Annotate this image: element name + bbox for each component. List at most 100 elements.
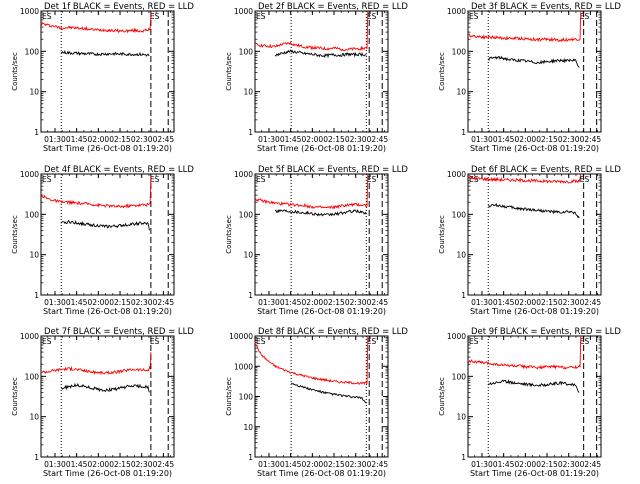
x-axis-label: Start Time (26-Oct-08 01:19:20) [43,469,172,478]
plot-frame [40,335,175,458]
y-tick-label: 1 [34,291,39,300]
x-tick-label: 01:45 [280,135,302,144]
y-tick-label: 10 [243,423,253,432]
y-tick-label: 1 [34,128,39,137]
x-tick-label: 02:45 [153,135,175,144]
x-tick-label: 02:45 [367,298,389,307]
x-tick-label: 02:00 [88,135,110,144]
series-line-lld [40,175,152,209]
x-tick-label: 01:45 [280,460,302,469]
chart-title: Det 8f BLACK = Events, RED = LLD [258,327,408,337]
x-tick-label: 02:45 [367,460,389,469]
y-tick-label: 10 [456,251,466,260]
chart-panel-9: Det 9f BLACK = Events, RED = LLD 1 10 100 10… [438,327,621,478]
x-tick-label: 02:30 [558,298,580,307]
y-tick-label: 10000 [229,332,253,341]
y-axis-label: Counts/sec [11,215,19,254]
x-tick-label: 02:15 [536,135,558,144]
plot-frame [40,10,175,133]
y-tick-label: 1000 [447,7,466,16]
x-tick-label: 01:45 [66,298,88,307]
x-axis-label: Start Time (26-Oct-08 01:19:20) [257,307,386,316]
y-tick-label: 1000 [20,332,39,341]
y-tick-label: 100 [25,372,40,381]
x-tick-label: 01:30 [471,135,493,144]
chart-title: Det 3f BLACK = Events, RED = LLD [471,2,621,12]
plot-frame [40,173,175,296]
marker-label-start: ES [42,337,52,346]
y-tick-label: 100 [239,210,254,219]
x-tick-label: 01:30 [44,460,66,469]
y-tick-label: 1000 [20,170,39,179]
marker-label-end: ES [367,175,377,184]
chart-title: Det 2f BLACK = Events, RED = LLD [258,2,408,12]
chart-panel-8: Det 8f BLACK = Events, RED = LLD 1 10 100 10… [225,327,408,478]
y-tick-label: 1 [461,453,466,462]
series-line-events [61,382,150,393]
series-line-lld [254,335,369,386]
x-tick-label: 02:00 [515,298,537,307]
chart-title: Det 6f BLACK = Events, RED = LLD [471,165,621,175]
x-tick-label: 01:30 [258,135,280,144]
x-tick-label: 02:15 [536,298,558,307]
series-line-events [60,219,150,231]
x-axis-label: Start Time (26-Oct-08 01:19:20) [470,307,599,316]
series-line-lld [40,12,152,34]
y-tick-label: 1 [461,128,466,137]
y-tick-label: 1 [248,128,253,137]
series-line-events [290,382,367,404]
x-tick-label: 01:30 [471,298,493,307]
y-tick-label: 1000 [20,7,39,16]
y-tick-label: 1000 [447,332,466,341]
x-tick-label: 02:30 [558,460,580,469]
marker-label-end: ES [580,12,590,21]
x-tick-label: 02:00 [302,298,324,307]
x-tick-label: 02:15 [109,460,131,469]
x-tick-label: 02:00 [302,460,324,469]
x-tick-label: 02:15 [323,460,345,469]
x-axis-label: Start Time (26-Oct-08 01:19:20) [470,144,599,153]
chart-panel-6: Det 6f BLACK = Events, RED = LLD 1 10 100 10… [438,165,621,316]
y-axis-label: Counts/sec [438,377,446,416]
x-tick-label: 01:30 [471,460,493,469]
y-tick-label: 100 [452,372,467,381]
chart-panel-2: Det 2f BLACK = Events, RED = LLD 1 10 100 10… [225,2,408,153]
x-tick-label: 02:15 [323,298,345,307]
x-tick-label: 02:45 [580,298,602,307]
y-tick-label: 100 [239,47,254,56]
x-axis-label: Start Time (26-Oct-08 01:19:20) [470,469,599,478]
y-tick-label: 10 [29,88,39,97]
marker-label-end: ES [580,175,590,184]
x-tick-label: 01:45 [493,460,515,469]
plot-frame [467,10,602,133]
series-line-events [274,208,367,217]
x-tick-label: 01:45 [66,135,88,144]
x-tick-label: 02:15 [323,135,345,144]
x-axis-label: Start Time (26-Oct-08 01:19:20) [257,144,386,153]
y-tick-label: 1 [461,291,466,300]
x-tick-label: 02:00 [515,135,537,144]
marker-label-start: ES [42,175,52,184]
series-line-events [487,55,580,68]
plot-frame [254,173,389,296]
marker-label-start: ES [469,337,479,346]
x-tick-label: 01:30 [44,298,66,307]
y-tick-label: 1000 [234,7,253,16]
x-tick-label: 02:45 [153,298,175,307]
chart-panel-3: Det 3f BLACK = Events, RED = LLD 1 10 100 10… [438,2,621,153]
y-tick-label: 1 [248,453,253,462]
y-tick-label: 100 [239,393,254,402]
y-tick-label: 1 [248,291,253,300]
x-tick-label: 02:00 [88,460,110,469]
plot-frame [467,173,602,296]
x-axis-label: Start Time (26-Oct-08 01:19:20) [43,144,172,153]
series-line-lld [467,10,582,43]
y-axis-label: Counts/sec [438,52,446,91]
x-tick-label: 02:00 [515,460,537,469]
series-line-lld [467,173,582,184]
series-line-lld [467,335,582,370]
x-tick-label: 02:00 [88,298,110,307]
y-tick-label: 1000 [234,362,253,371]
